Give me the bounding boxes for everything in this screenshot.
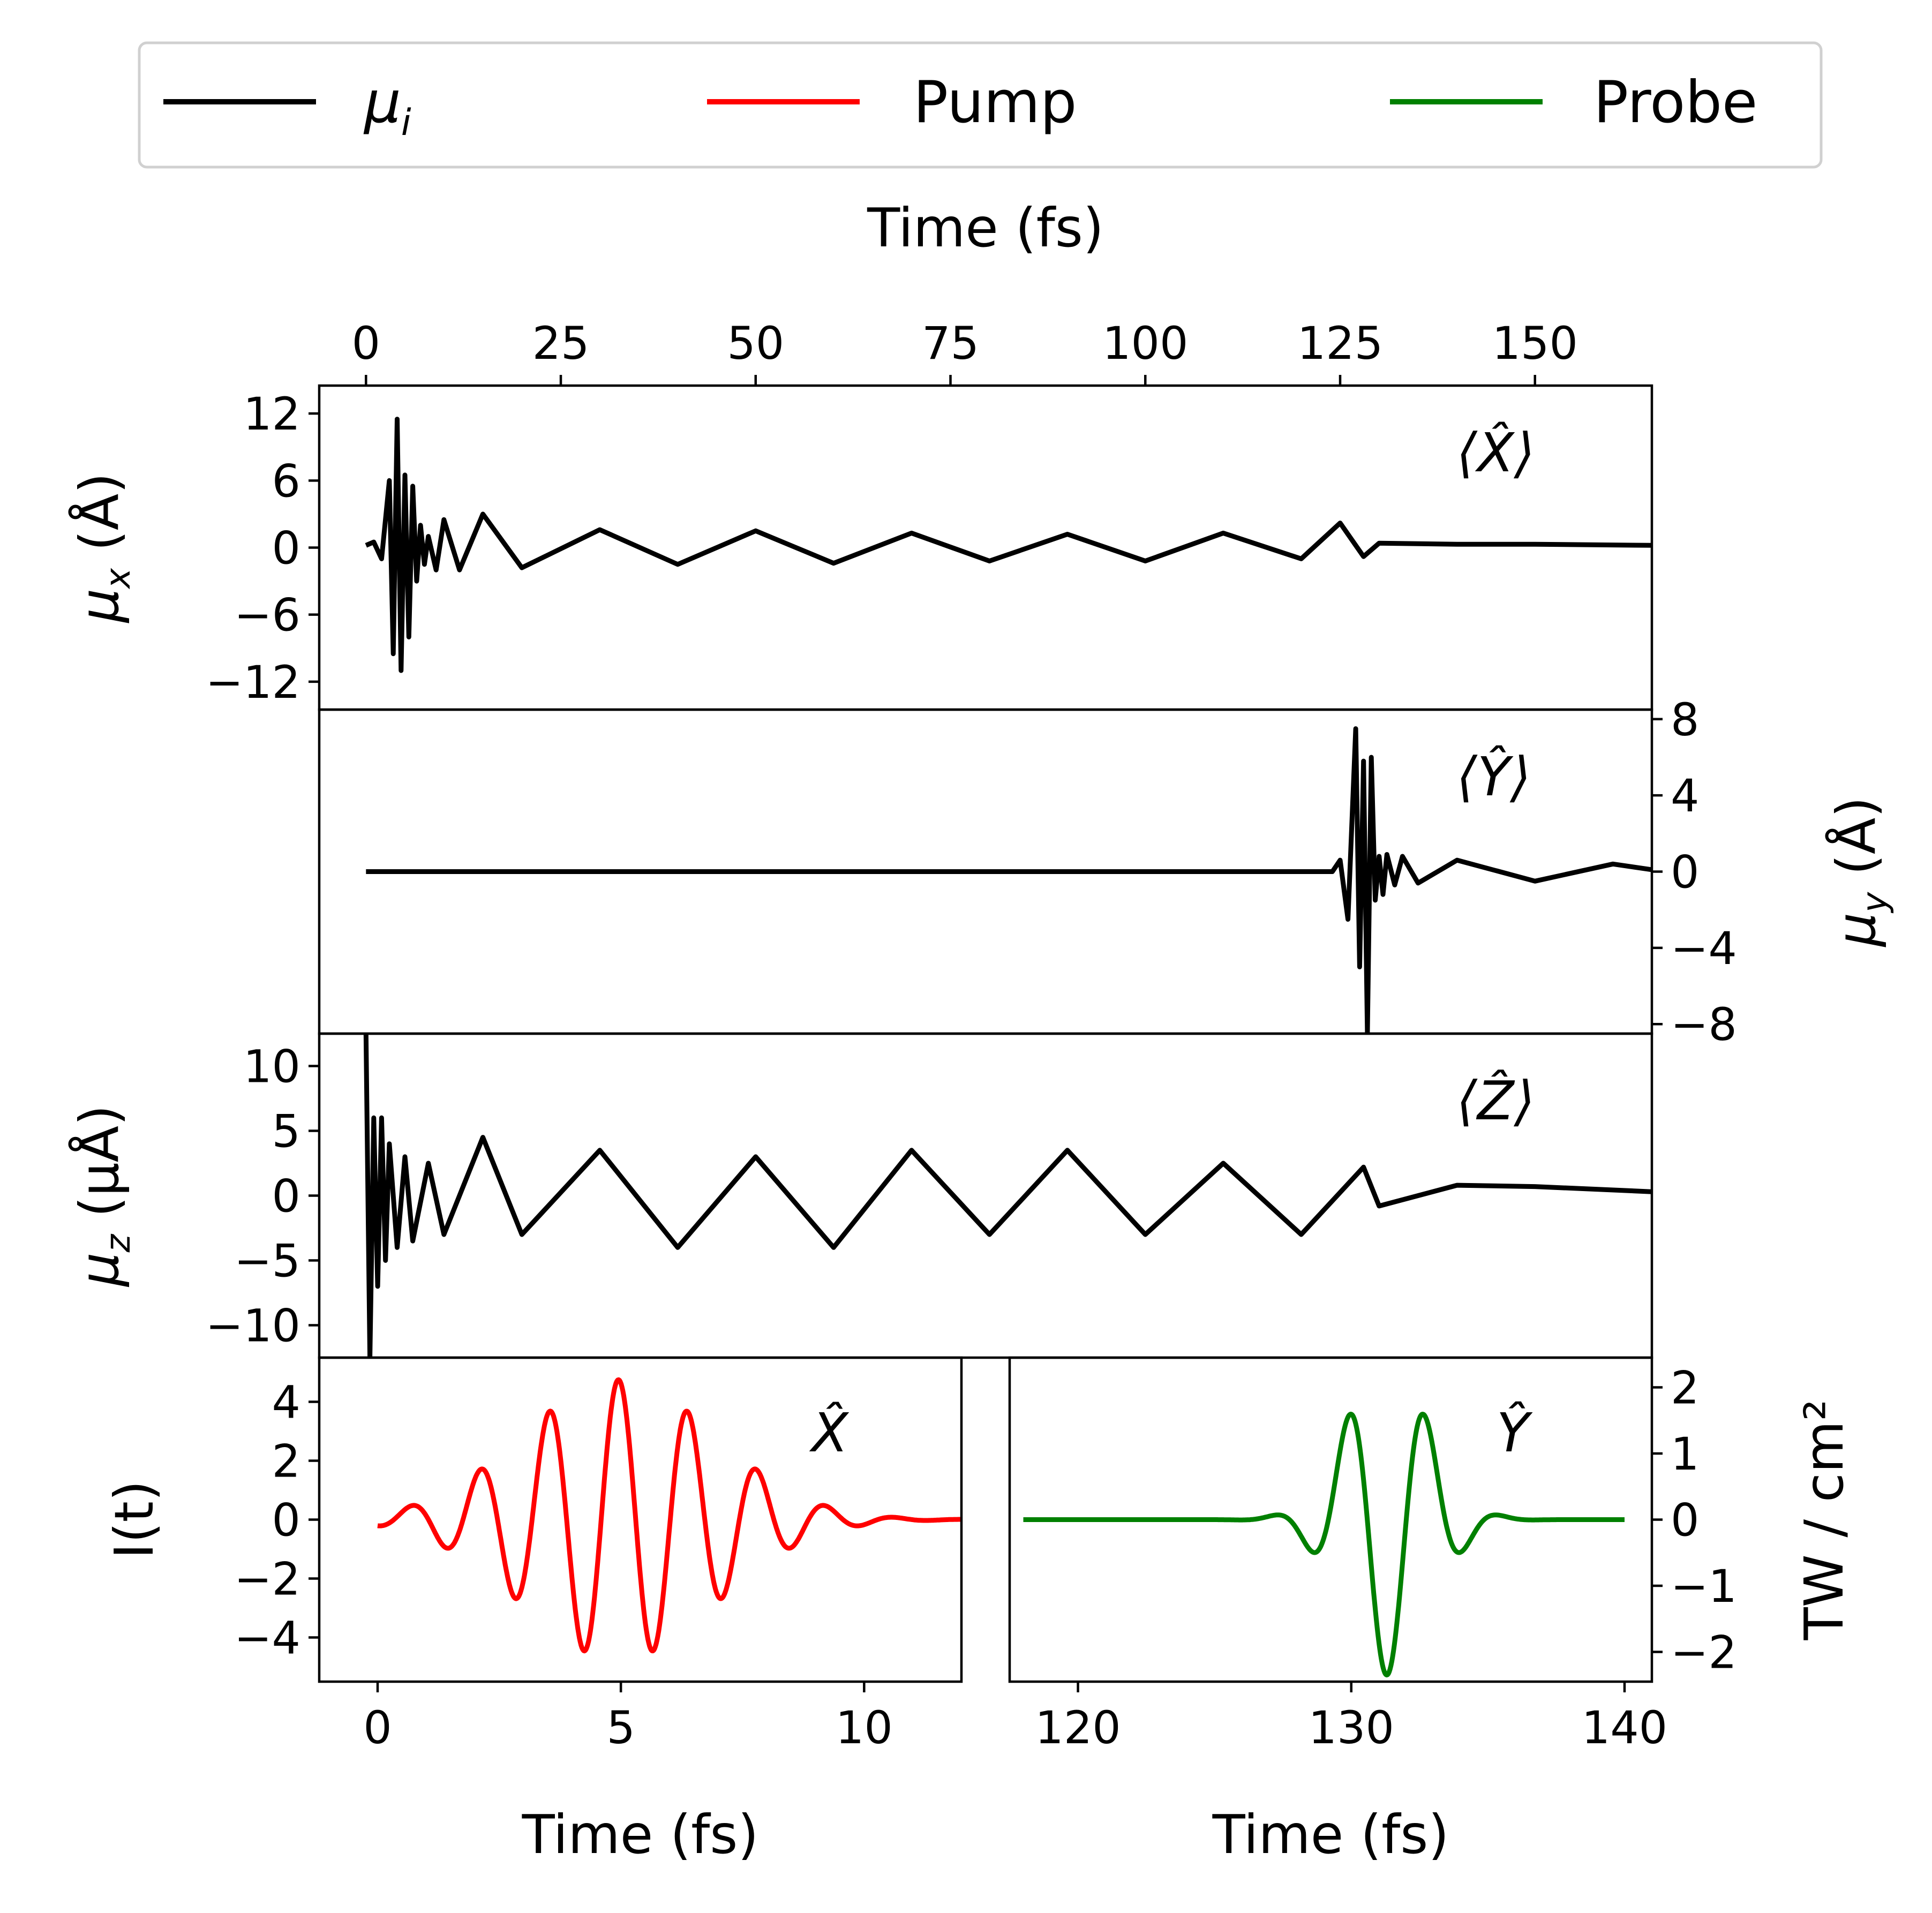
ytick-label: −4 xyxy=(1671,922,1737,975)
ytick-label: 10 xyxy=(243,1041,300,1093)
xtick-label: 0 xyxy=(363,1701,392,1754)
series-line-pump-pump xyxy=(376,1377,961,1654)
annotation-probe: Ŷ xyxy=(1497,1402,1533,1464)
annotation-mu_z: ⟨Ẑ⟩ xyxy=(1456,1070,1535,1132)
annotation-mu_x: ⟨X̂⟩ xyxy=(1456,421,1535,484)
ytick-label: −8 xyxy=(1671,998,1737,1051)
ytick-label: 2 xyxy=(1671,1362,1699,1414)
panel-frame-mu_x xyxy=(318,384,1653,711)
legend-label-mu: μi xyxy=(363,69,411,144)
ytick-label: 0 xyxy=(272,1494,300,1547)
ytick-label: 0 xyxy=(1671,1494,1699,1547)
panel-frame-pump xyxy=(318,1356,963,1683)
series-line-probe-probe xyxy=(1021,1412,1626,1678)
ylabel-pump: I(t) xyxy=(103,1480,166,1559)
ytick-label: −5 xyxy=(234,1235,300,1287)
ylabel-mu_z: μz (μÅ) xyxy=(67,1105,138,1287)
xlabel-pump: Time (fs) xyxy=(522,1803,759,1866)
legend: μi Pump Probe xyxy=(138,41,1823,169)
top-xtick-label: 125 xyxy=(1297,317,1383,370)
top-xlabel: Time (fs) xyxy=(867,197,1104,259)
panel-mu_z: −10 −5 0 5 10 μz (μÅ) ⟨Ẑ⟩ xyxy=(67,1032,1653,1359)
legend-label-pump: Pump xyxy=(913,69,1077,136)
xtick-label: 120 xyxy=(1035,1701,1121,1754)
top-xtick-label: 0 xyxy=(352,317,380,370)
ytick-label: 0 xyxy=(272,522,300,575)
ytick-label: 0 xyxy=(1671,846,1699,899)
series-line-mu_z xyxy=(363,1034,1652,1358)
panel-mu_y: −8 −4 0 4 8 μy (Å) ⟨Ŷ⟩ xyxy=(318,694,1895,1051)
ytick-label: −6 xyxy=(234,589,300,642)
panel-mu_x: −12 −6 0 6 12 μx (Å) ⟨X̂⟩ 0 25 50 75 100 125 150 Time … xyxy=(67,197,1653,711)
ytick-label: 4 xyxy=(1671,770,1699,822)
ytick-label: −10 xyxy=(206,1300,300,1352)
xlabel-probe: Time (fs) xyxy=(1212,1803,1449,1866)
top-xtick-label: 25 xyxy=(532,317,590,370)
panel-frame-mu_z xyxy=(318,1032,1653,1359)
xtick-label: 130 xyxy=(1309,1701,1394,1754)
xtick-label: 10 xyxy=(836,1701,893,1754)
ylabel-mu_y: μy (Å) xyxy=(1824,797,1895,948)
top-xtick-label: 150 xyxy=(1492,317,1578,370)
legend-box xyxy=(138,41,1823,169)
ytick-label: −2 xyxy=(1671,1626,1737,1678)
ytick-label: 5 xyxy=(272,1105,300,1158)
panel-probe: −2 −1 0 1 2 TW / cm² Ŷ 120 130 140 Time (fs) xyxy=(1008,1356,1855,1866)
series-line-mu_y xyxy=(366,726,1652,1034)
ytick-label: −1 xyxy=(1671,1560,1737,1613)
annotation-mu_y: ⟨Ŷ⟩ xyxy=(1456,745,1531,808)
ytick-label: −2 xyxy=(234,1553,300,1606)
ylabel-probe: TW / cm² xyxy=(1793,1399,1855,1641)
ytick-label: 2 xyxy=(272,1435,300,1488)
ytick-label: 1 xyxy=(1671,1428,1699,1480)
ytick-label: 6 xyxy=(272,455,300,507)
series-line-mu_x xyxy=(365,417,1652,673)
xtick-label: 140 xyxy=(1582,1701,1667,1754)
ytick-label: −12 xyxy=(206,656,300,709)
top-xtick-label: 50 xyxy=(727,317,784,370)
ytick-label: 8 xyxy=(1671,694,1699,746)
top-xtick-label: 75 xyxy=(922,317,979,370)
ytick-label: −4 xyxy=(234,1612,300,1665)
ylabel-mu_x: μx (Å) xyxy=(67,473,138,624)
ytick-label: 0 xyxy=(272,1170,300,1223)
annotation-pump: X̂ xyxy=(809,1402,850,1464)
xtick-label: 5 xyxy=(606,1701,635,1754)
top-xtick-label: 100 xyxy=(1102,317,1188,370)
ytick-label: 12 xyxy=(243,388,300,440)
panel-pump: −4 −2 0 2 4 I(t) X̂ 0 5 10 Time (fs) xyxy=(103,1356,963,1866)
ytick-label: 4 xyxy=(272,1376,300,1429)
legend-label-probe: Probe xyxy=(1593,69,1757,136)
